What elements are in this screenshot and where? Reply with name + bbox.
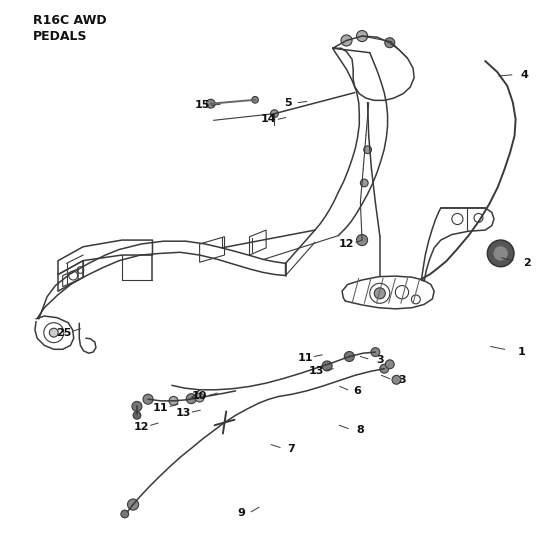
Circle shape bbox=[341, 35, 352, 46]
Circle shape bbox=[371, 348, 380, 357]
Text: 5: 5 bbox=[284, 97, 292, 108]
Circle shape bbox=[385, 38, 395, 48]
Text: 6: 6 bbox=[354, 386, 362, 396]
Circle shape bbox=[361, 179, 368, 187]
Circle shape bbox=[380, 364, 389, 373]
Circle shape bbox=[270, 110, 278, 118]
Circle shape bbox=[143, 394, 153, 404]
Text: 2: 2 bbox=[523, 258, 531, 268]
Text: 11: 11 bbox=[297, 353, 312, 363]
Circle shape bbox=[357, 30, 367, 41]
Circle shape bbox=[206, 99, 215, 108]
Text: 3: 3 bbox=[398, 375, 406, 385]
Text: 15: 15 bbox=[195, 100, 210, 110]
Text: 9: 9 bbox=[237, 508, 245, 518]
Text: 14: 14 bbox=[261, 114, 277, 124]
Circle shape bbox=[493, 246, 508, 261]
Text: 12: 12 bbox=[339, 239, 354, 249]
Circle shape bbox=[133, 412, 141, 419]
Circle shape bbox=[322, 361, 332, 371]
Circle shape bbox=[195, 393, 204, 402]
Text: R16C AWD
PEDALS: R16C AWD PEDALS bbox=[33, 14, 107, 43]
Text: 4: 4 bbox=[520, 70, 528, 80]
Circle shape bbox=[364, 146, 371, 153]
Circle shape bbox=[128, 499, 139, 510]
Circle shape bbox=[169, 396, 178, 405]
Text: 12: 12 bbox=[134, 422, 149, 432]
Circle shape bbox=[132, 402, 142, 412]
Circle shape bbox=[252, 96, 258, 103]
Text: 8: 8 bbox=[357, 424, 364, 435]
Circle shape bbox=[385, 360, 394, 368]
Text: 11: 11 bbox=[153, 403, 169, 413]
Circle shape bbox=[344, 352, 354, 362]
Text: 10: 10 bbox=[192, 391, 207, 402]
Text: 7: 7 bbox=[287, 444, 295, 454]
Circle shape bbox=[357, 235, 367, 246]
Text: 13: 13 bbox=[309, 366, 324, 376]
Text: 1: 1 bbox=[517, 347, 525, 357]
Circle shape bbox=[392, 375, 401, 384]
Circle shape bbox=[49, 328, 58, 337]
Circle shape bbox=[121, 510, 129, 518]
Circle shape bbox=[487, 240, 514, 267]
Text: 25: 25 bbox=[56, 328, 72, 338]
Text: 13: 13 bbox=[175, 408, 190, 418]
Text: 3: 3 bbox=[376, 356, 384, 365]
Circle shape bbox=[186, 394, 196, 404]
Circle shape bbox=[374, 288, 385, 299]
